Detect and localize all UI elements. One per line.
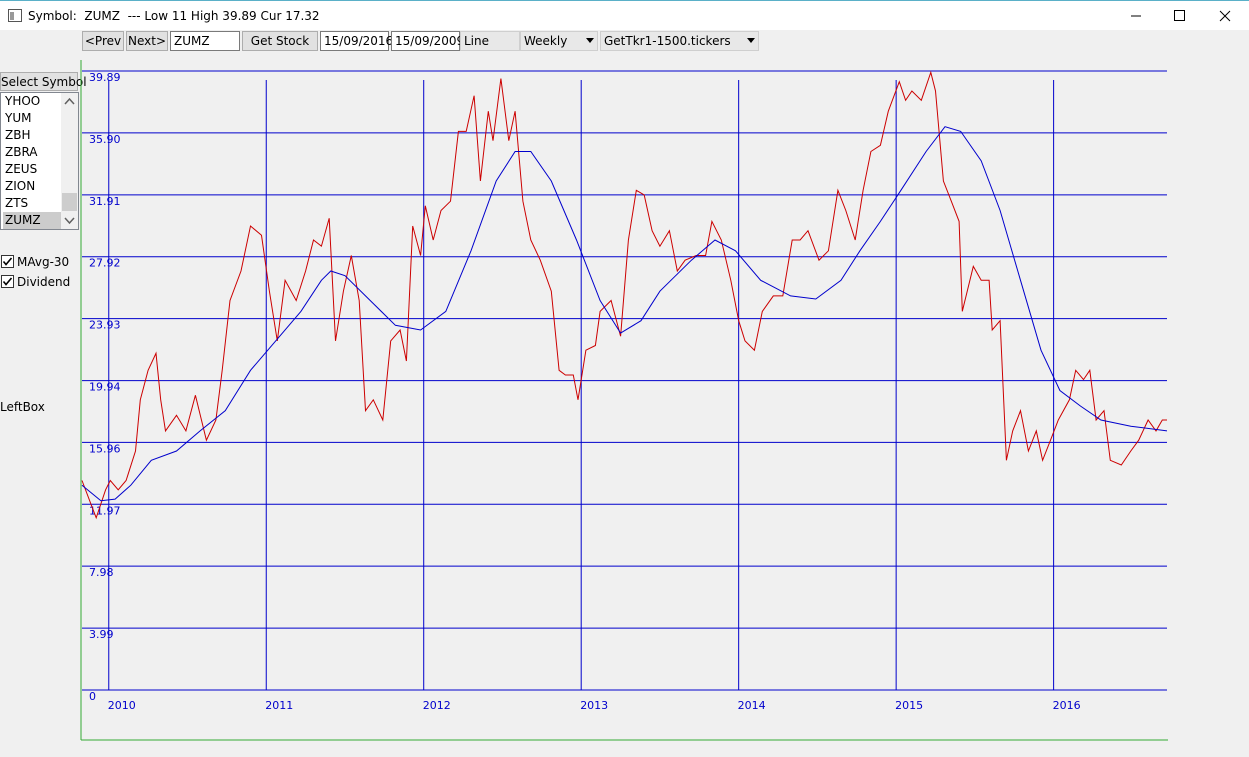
x-tick-label: 2012 <box>423 699 451 712</box>
symbol-item[interactable]: ZUMZ <box>3 212 63 229</box>
checkbox-label: MAvg-30 <box>17 255 70 269</box>
x-tick-label: 2011 <box>265 699 293 712</box>
x-tick-label: 2010 <box>108 699 136 712</box>
symbol-item[interactable]: ZEUS <box>5 162 38 176</box>
dropdown-arrow <box>586 38 594 43</box>
y-tick-label: 31.91 <box>89 195 121 208</box>
get-stock-button[interactable]: Get Stock <box>242 31 318 51</box>
checkbox-check <box>2 277 13 286</box>
x-tick-label: 2016 <box>1053 699 1081 712</box>
window-title: Symbol: ZUMZ --- Low 11 High 39.89 Cur 1… <box>28 9 320 23</box>
checkbox-label: Dividend <box>17 275 71 289</box>
checkbox-check <box>2 257 13 266</box>
y-tick-label: 3.99 <box>89 628 114 641</box>
prev-button[interactable]: <Prev <box>82 31 124 51</box>
symbol-item[interactable]: YUM <box>5 111 32 125</box>
symbol-item[interactable]: ZTS <box>5 196 29 210</box>
y-tick-label: 35.90 <box>89 133 121 146</box>
symbol-input[interactable]: ZUMZ <box>170 31 240 51</box>
x-tick-label: 2013 <box>580 699 608 712</box>
y-tick-label: 11.97 <box>89 504 121 517</box>
price-line <box>81 126 1168 502</box>
checkbox[interactable] <box>1 255 14 268</box>
window-controls[interactable] <box>1110 1 1249 31</box>
title-bar: Symbol: ZUMZ --- Low 11 High 39.89 Cur 1… <box>0 0 1249 30</box>
select-symbol-button[interactable]: Select Symbol <box>0 72 87 91</box>
checkbox[interactable] <box>1 275 14 288</box>
symbol-item[interactable]: ZBH <box>5 128 31 142</box>
y-tick-label: 27.92 <box>89 257 121 270</box>
x-tick-label: 2014 <box>738 699 766 712</box>
y-tick-label: 19.94 <box>89 381 121 394</box>
dropdown-arrow <box>747 38 755 43</box>
left-box-label: LeftBox <box>0 400 45 414</box>
y-tick-label: 23.93 <box>89 319 121 332</box>
period-dropdown[interactable]: Weekly <box>520 31 598 51</box>
chart-style-field[interactable]: Line <box>460 31 520 51</box>
symbol-item[interactable]: ZBRA <box>5 145 38 159</box>
y-tick-label: 39.89 <box>89 71 121 84</box>
y-tick-label: 7.98 <box>89 566 114 579</box>
list-scrollbar[interactable] <box>61 93 78 229</box>
next-button[interactable]: Next> <box>126 31 168 51</box>
symbol-item[interactable]: YHOO <box>5 94 41 108</box>
y-tick-label: 15.96 <box>89 442 121 455</box>
x-tick-label: 2015 <box>895 699 923 712</box>
end-date-input[interactable]: 15/09/2016 <box>320 31 393 51</box>
price-line <box>81 70 1167 520</box>
start-date-input[interactable]: 15/09/2009 <box>391 31 464 51</box>
symbol-item[interactable]: ZION <box>5 179 36 193</box>
ticker-file-dropdown[interactable]: GetTkr1-1500.tickers <box>600 31 759 51</box>
y-tick-label: 0 <box>89 690 96 703</box>
app-icon <box>8 9 22 22</box>
